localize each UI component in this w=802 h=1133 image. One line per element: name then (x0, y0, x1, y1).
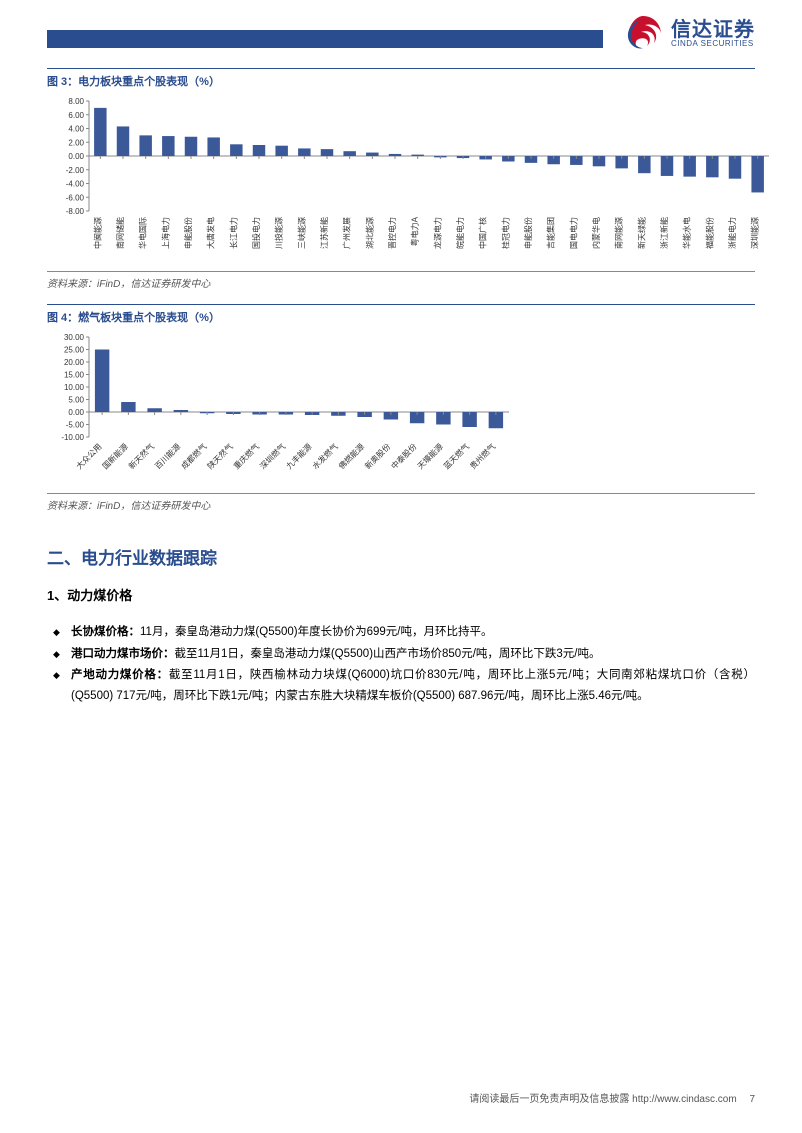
svg-text:三峡能源: 三峡能源 (296, 217, 306, 249)
svg-text:-10.00: -10.00 (61, 433, 84, 442)
svg-text:10.00: 10.00 (64, 383, 85, 392)
svg-text:浙能电力: 浙能电力 (727, 217, 737, 249)
bullet-label: 产地动力煤价格： (71, 669, 169, 681)
svg-text:-5.00: -5.00 (66, 421, 85, 430)
svg-text:江苏新能: 江苏新能 (319, 217, 329, 249)
svg-text:粤电力A: 粤电力A (410, 216, 420, 246)
svg-text:龙源电力: 龙源电力 (432, 217, 442, 249)
bullet-label: 长协煤价格： (71, 626, 140, 638)
svg-text:大众公用: 大众公用 (74, 441, 104, 471)
svg-text:内蒙华电: 内蒙华电 (591, 217, 601, 249)
svg-text:贵州燃气: 贵州燃气 (468, 441, 498, 471)
svg-text:深圳燃气: 深圳燃气 (258, 441, 288, 471)
svg-text:新天绿能: 新天绿能 (636, 217, 646, 249)
bullet-list: 长协煤价格：11月，秦皇岛港动力煤(Q5500)年度长协价为699元/吨，月环比… (47, 622, 755, 707)
svg-text:湖北能源: 湖北能源 (364, 217, 374, 249)
svg-text:15.00: 15.00 (64, 371, 85, 380)
svg-text:九丰能源: 九丰能源 (284, 441, 314, 471)
page-footer: 请阅读最后一页免责声明及信息披露 http://www.cindasc.com … (469, 1090, 755, 1105)
svg-text:-2.00: -2.00 (66, 166, 85, 175)
svg-text:2.00: 2.00 (68, 138, 84, 147)
svg-text:水发燃气: 水发燃气 (310, 441, 340, 471)
svg-text:0.00: 0.00 (68, 152, 84, 161)
svg-text:深圳能源: 深圳能源 (750, 217, 760, 249)
svg-text:陕天然气: 陕天然气 (205, 441, 235, 471)
svg-text:浙江新能: 浙江新能 (659, 217, 669, 249)
svg-text:南网储能: 南网储能 (115, 217, 125, 249)
footer-url: http://www.cindasc.com (632, 1094, 736, 1105)
svg-text:5.00: 5.00 (68, 396, 84, 405)
svg-text:天壕能源: 天壕能源 (415, 441, 445, 471)
svg-text:川投能源: 川投能源 (274, 217, 284, 249)
list-item: 长协煤价格：11月，秦皇岛港动力煤(Q5500)年度长协价为699元/吨，月环比… (71, 622, 755, 643)
svg-text:佛燃能源: 佛燃能源 (336, 441, 366, 471)
svg-text:南网能源: 南网能源 (614, 217, 624, 249)
svg-text:-4.00: -4.00 (66, 180, 85, 189)
page-number: 7 (749, 1094, 755, 1105)
svg-text:成都燃气: 成都燃气 (179, 441, 209, 471)
svg-text:皖能电力: 皖能电力 (455, 217, 465, 249)
bullet-label: 港口动力煤市场价： (71, 648, 175, 660)
svg-text:长江电力: 长江电力 (228, 217, 238, 249)
fig3-chart: -8.00 -6.00 -4.00 -2.00 0.00 2.00 4.00 6.00 8.00… (47, 95, 755, 272)
svg-text:25.00: 25.00 (64, 346, 85, 355)
svg-text:华电国际: 华电国际 (138, 217, 148, 249)
brand-name-cn: 信达证券 (671, 20, 755, 40)
svg-text:大唐发电: 大唐发电 (206, 217, 216, 249)
svg-text:30.00: 30.00 (64, 333, 85, 342)
svg-text:晋控电力: 晋控电力 (387, 217, 397, 249)
svg-text:蓝天燃气: 蓝天燃气 (441, 441, 471, 471)
svg-text:中泰股份: 中泰股份 (389, 441, 419, 471)
svg-text:中国广核: 中国广核 (478, 217, 488, 249)
svg-text:国电电力: 国电电力 (568, 217, 578, 249)
svg-text:华能水电: 华能水电 (682, 217, 692, 249)
svg-text:桂冠电力: 桂冠电力 (500, 217, 510, 249)
section2-title: 二、电力行业数据跟踪 (47, 544, 755, 569)
svg-text:申能股份: 申能股份 (523, 217, 533, 249)
svg-text:-8.00: -8.00 (66, 207, 85, 216)
fig4-chart: -10.00 -5.00 0.00 5.00 10.00 15.00 20.00 25.00 3… (47, 331, 755, 494)
svg-text:申能股份: 申能股份 (183, 217, 193, 249)
brand-name-en: CINDA SECURITIES (671, 40, 755, 48)
svg-text:0.00: 0.00 (68, 408, 84, 417)
svg-text:-6.00: -6.00 (66, 193, 85, 202)
logo-swirl-icon (621, 12, 665, 56)
fig3-source: 资料来源：iFinD，信达证券研发中心 (47, 275, 755, 290)
list-item: 港口动力煤市场价：截至11月1日，秦皇岛港动力煤(Q5500)山西产市场价850… (71, 644, 755, 665)
bullet-text: 截至11月1日，陕西榆林动力块煤(Q6000)坑口价830元/吨，周环比上涨5元… (71, 669, 755, 702)
svg-text:上海电力: 上海电力 (160, 217, 170, 249)
svg-text:吉能集团: 吉能集团 (546, 217, 556, 249)
list-item: 产地动力煤价格：截至11月1日，陕西榆林动力块煤(Q6000)坑口价830元/吨… (71, 665, 755, 706)
svg-text:中闽能源: 中闽能源 (92, 217, 102, 249)
svg-text:新奥股份: 新奥股份 (363, 441, 393, 471)
bullet-text: 截至11月1日，秦皇岛港动力煤(Q5500)山西产市场价850元/吨，周环比下跌… (175, 648, 601, 660)
svg-text:百川能源: 百川能源 (153, 441, 183, 471)
fig4-source: 资料来源：iFinD，信达证券研发中心 (47, 497, 755, 512)
brand-logo: 信达证券 CINDA SECURITIES (621, 12, 755, 56)
svg-text:广州发展: 广州发展 (342, 217, 352, 249)
svg-text:重庆燃气: 重庆燃气 (231, 441, 261, 471)
fig4-title: 图 4：燃气板块重点个股表现（%） (47, 304, 755, 325)
svg-text:新天然气: 新天然气 (126, 441, 156, 471)
svg-text:8.00: 8.00 (68, 97, 84, 106)
bullet-text: 11月，秦皇岛港动力煤(Q5500)年度长协价为699元/吨，月环比持平。 (140, 626, 493, 638)
svg-text:福能股份: 福能股份 (704, 217, 714, 249)
svg-text:6.00: 6.00 (68, 111, 84, 120)
svg-text:国新能源: 国新能源 (100, 441, 130, 471)
svg-text:20.00: 20.00 (64, 358, 85, 367)
fig3-title: 图 3：电力板块重点个股表现（%） (47, 68, 755, 89)
footer-text: 请阅读最后一页免责声明及信息披露 (469, 1094, 629, 1105)
svg-text:4.00: 4.00 (68, 125, 84, 134)
section2-sub1-title: 1、动力煤价格 (47, 585, 755, 604)
header-strip (47, 30, 603, 48)
svg-text:国投电力: 国投电力 (251, 217, 261, 249)
